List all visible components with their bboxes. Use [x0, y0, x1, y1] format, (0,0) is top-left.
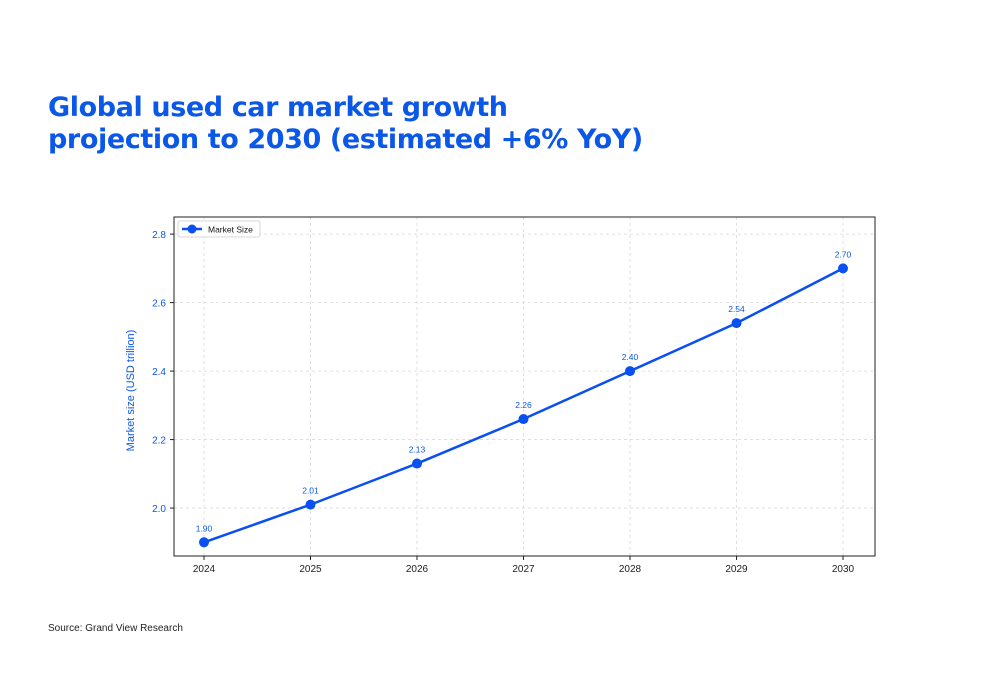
y-tick-label: 2.6: [152, 299, 166, 310]
data-point: [731, 318, 742, 329]
data-label: 1.90: [196, 523, 213, 533]
data-label: 2.13: [409, 445, 426, 455]
data-point: [518, 414, 529, 425]
data-label: 2.54: [728, 304, 745, 314]
data-label: 2.70: [835, 249, 852, 259]
legend-label: Market Size: [208, 225, 253, 235]
chart-title-line-1: Global used car market growth: [48, 92, 508, 123]
data-label: 2.26: [515, 400, 532, 410]
x-tick-label: 2027: [512, 564, 535, 575]
y-tick-label: 2.4: [152, 367, 166, 378]
chart-title: Global used car market growth projection…: [48, 92, 688, 156]
data-point: [412, 458, 422, 469]
plot-frame: [173, 216, 876, 557]
x-tick-label: 2030: [832, 564, 855, 575]
x-tick-label: 2024: [193, 564, 216, 575]
y-tick-label: 2.2: [152, 436, 166, 447]
x-tick-label: 2029: [725, 564, 748, 575]
y-axis-label: Market size (USD trillion): [125, 330, 137, 452]
data-label: 2.01: [302, 486, 319, 496]
data-label: 2.40: [622, 352, 639, 362]
y-tick-label: 2.0: [152, 504, 166, 515]
chart-title-line-2: projection to 2030 (estimated +6% YoY): [48, 124, 643, 155]
data-point: [838, 263, 848, 274]
source-note: Source: Grand View Research: [48, 623, 183, 634]
x-tick-label: 2028: [619, 564, 642, 575]
data-point: [199, 537, 209, 548]
x-tick-label: 2025: [299, 564, 322, 575]
data-point: [305, 499, 316, 510]
x-tick-label: 2026: [406, 564, 429, 575]
y-tick-label: 2.8: [152, 230, 166, 241]
legend-box: [177, 220, 261, 238]
data-point: [625, 366, 635, 377]
legend-marker: [187, 224, 197, 234]
